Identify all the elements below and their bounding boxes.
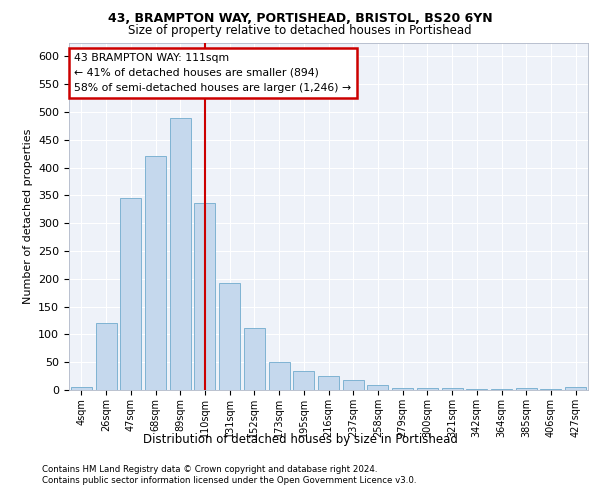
- Bar: [318, 376, 339, 390]
- Text: Contains public sector information licensed under the Open Government Licence v3: Contains public sector information licen…: [42, 476, 416, 485]
- Text: Size of property relative to detached houses in Portishead: Size of property relative to detached ho…: [128, 24, 472, 37]
- Bar: [219, 282, 240, 390]
- Bar: [244, 328, 265, 390]
- Y-axis label: Number of detached properties: Number of detached properties: [23, 128, 32, 304]
- Bar: [343, 380, 364, 390]
- Text: Contains HM Land Registry data © Crown copyright and database right 2024.: Contains HM Land Registry data © Crown c…: [42, 465, 377, 474]
- Bar: [71, 387, 92, 390]
- Bar: [392, 388, 413, 390]
- Text: Distribution of detached houses by size in Portishead: Distribution of detached houses by size …: [143, 432, 457, 446]
- Bar: [466, 389, 487, 390]
- Bar: [516, 388, 537, 390]
- Bar: [367, 385, 388, 390]
- Bar: [95, 324, 116, 390]
- Bar: [293, 370, 314, 390]
- Bar: [565, 387, 586, 390]
- Bar: [442, 388, 463, 390]
- Bar: [145, 156, 166, 390]
- Text: 43 BRAMPTON WAY: 111sqm
← 41% of detached houses are smaller (894)
58% of semi-d: 43 BRAMPTON WAY: 111sqm ← 41% of detache…: [74, 53, 352, 92]
- Bar: [170, 118, 191, 390]
- Bar: [417, 388, 438, 390]
- Text: 43, BRAMPTON WAY, PORTISHEAD, BRISTOL, BS20 6YN: 43, BRAMPTON WAY, PORTISHEAD, BRISTOL, B…: [107, 12, 493, 26]
- Bar: [269, 362, 290, 390]
- Bar: [194, 202, 215, 390]
- Bar: [120, 198, 141, 390]
